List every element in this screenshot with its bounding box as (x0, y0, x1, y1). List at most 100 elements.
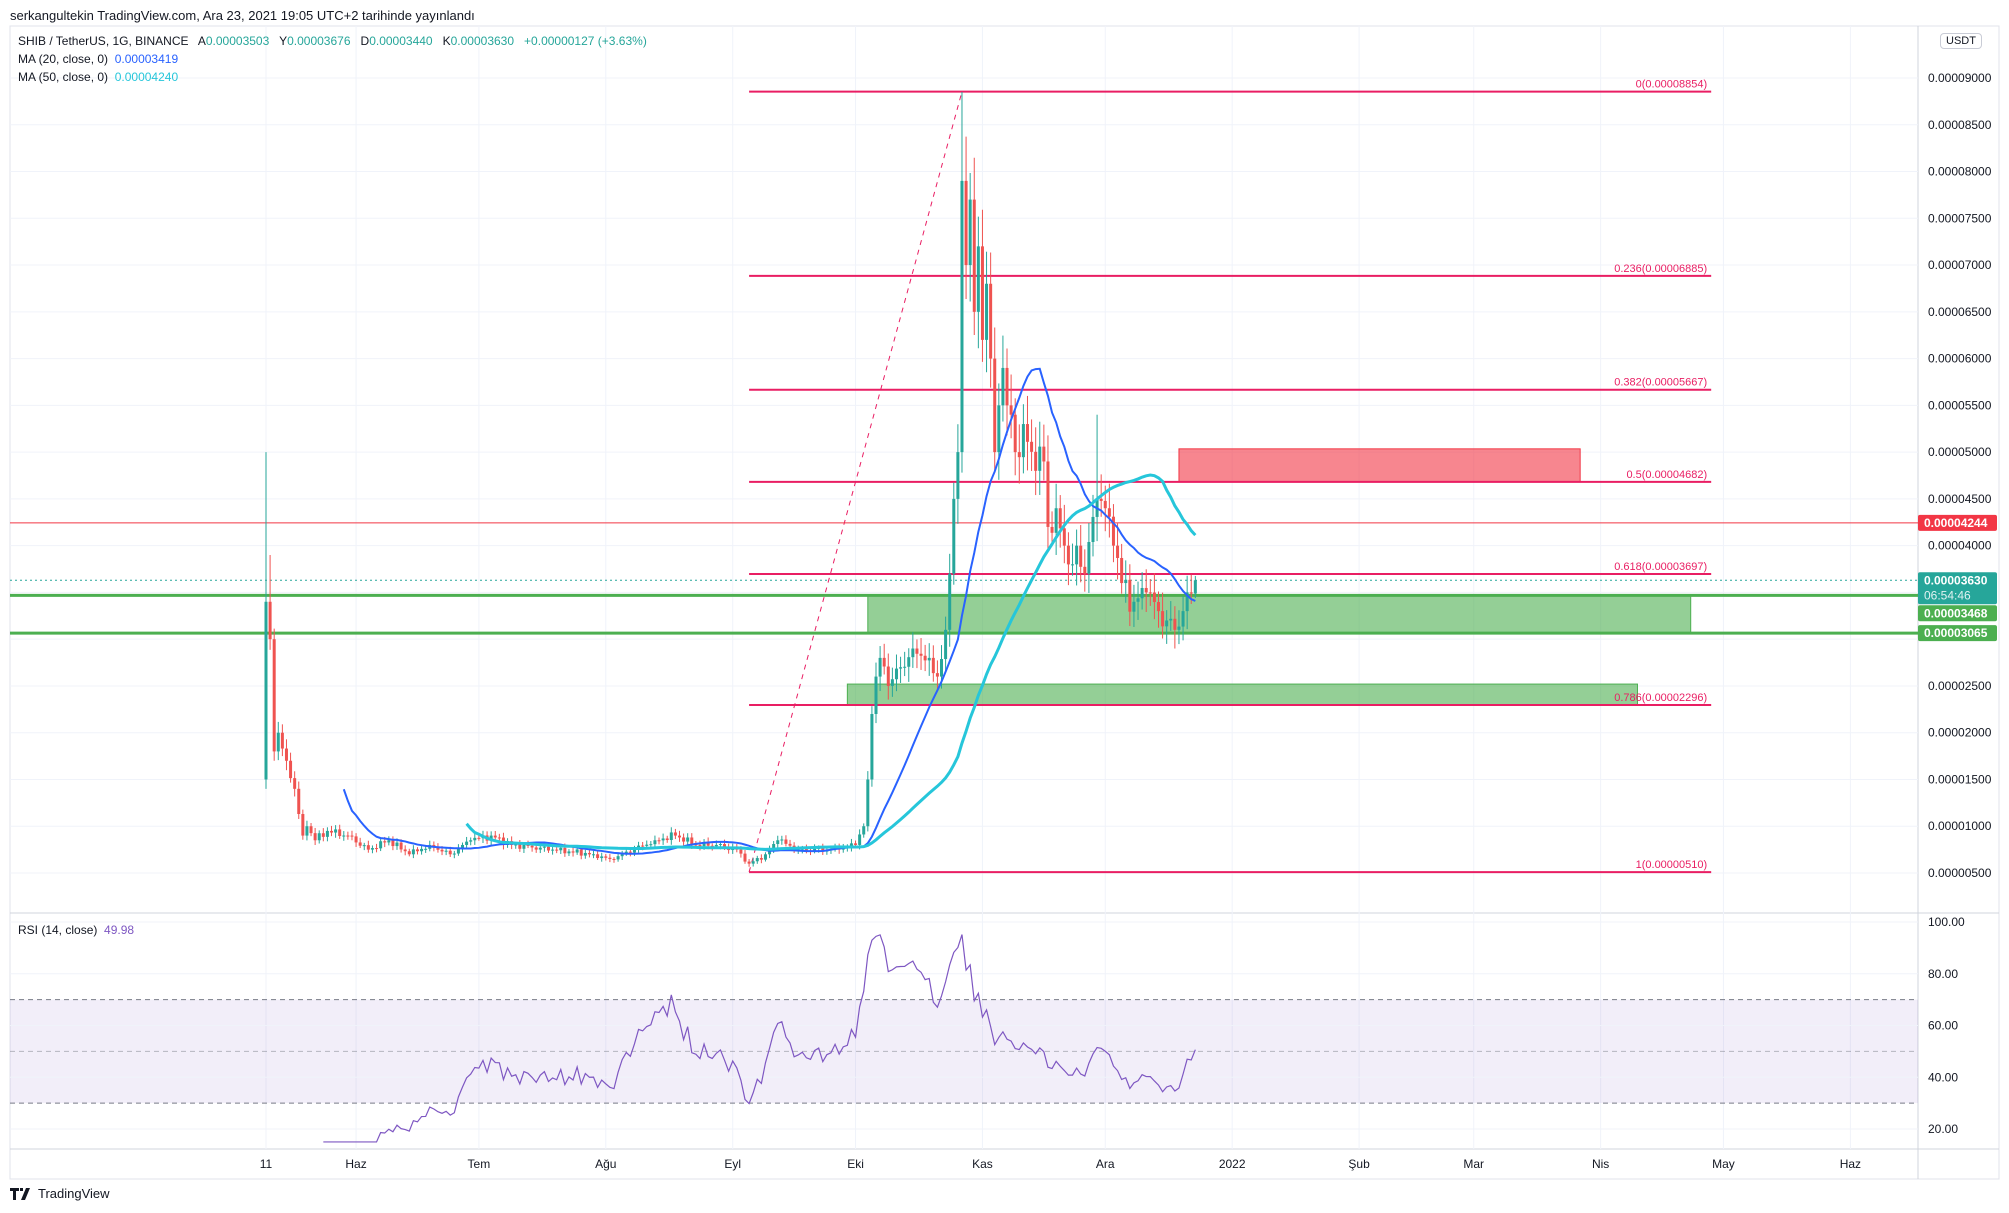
candle-body (1189, 592, 1193, 594)
candle-body (1013, 414, 1017, 453)
ma50-legend[interactable]: MA (50, close, 0) 0.00004240 (18, 70, 178, 84)
rsi-legend[interactable]: RSI (14, close) 49.98 (18, 923, 134, 937)
candle-body (1058, 508, 1062, 529)
price-zone (1178, 448, 1581, 483)
candle-body (469, 840, 473, 842)
price-zone (867, 594, 1692, 634)
symbol-label[interactable]: SHIB / TetherUS, 1G, BINANCE (18, 34, 189, 48)
candle-body (444, 850, 448, 852)
candle-body (1132, 601, 1136, 612)
candle-body (391, 840, 395, 847)
change-value: +0.00000127 (+3.63%) (524, 34, 647, 48)
candle-body (911, 648, 915, 658)
candle-body (956, 452, 960, 499)
candle-body (780, 839, 784, 841)
candle-body (338, 829, 342, 836)
candle-body (1156, 602, 1160, 612)
candle-body (755, 858, 759, 862)
candle-body (1034, 451, 1038, 471)
candle-body (571, 851, 575, 853)
candle-body (682, 837, 686, 842)
y-tick-label: 0.00006500 (1928, 305, 1992, 319)
tradingview-logo[interactable]: TradingView (10, 1186, 110, 1201)
candle-body (931, 657, 935, 674)
candle-body (628, 851, 632, 853)
candle-body (723, 844, 727, 847)
candle-body (1009, 405, 1013, 415)
candle-body (358, 842, 362, 846)
candle-body (624, 851, 628, 854)
candle-body (1148, 592, 1152, 594)
candle-body (878, 657, 882, 677)
candle-body (1152, 592, 1156, 603)
candle-body (1075, 545, 1079, 565)
candle-body (1054, 508, 1058, 533)
candle-body (592, 854, 596, 856)
candle-body (1066, 545, 1070, 565)
candle-body (813, 848, 817, 851)
candle-body (420, 848, 424, 852)
candle-body (645, 844, 649, 846)
candle-body (927, 657, 931, 661)
candle-body (313, 833, 317, 841)
candle-body (575, 849, 579, 853)
candle-body (886, 666, 890, 686)
x-tick-label: Kas (972, 1157, 993, 1171)
candle-body (563, 847, 567, 854)
x-tick-label: May (1712, 1157, 1735, 1171)
candle-body (1025, 424, 1029, 442)
candle-body (440, 849, 444, 852)
candle-body (1193, 580, 1197, 594)
candle-body (718, 844, 722, 846)
candle-body (334, 829, 338, 833)
candle-body (395, 842, 399, 847)
candle-body (1111, 516, 1115, 546)
x-tick-label: 2022 (1219, 1157, 1246, 1171)
candle-body (317, 833, 321, 841)
candle-body (882, 657, 886, 667)
candle-body (874, 676, 878, 714)
candle-body (1099, 498, 1103, 501)
candle-body (694, 844, 698, 846)
candle-body (583, 852, 587, 856)
candle-body (1005, 367, 1009, 406)
candle-body (673, 832, 677, 836)
ma20-legend[interactable]: MA (20, close, 0) 0.00003419 (18, 52, 178, 66)
candle-body (903, 666, 907, 668)
candle-body (518, 844, 522, 849)
candle-body (665, 838, 669, 841)
candle-body (747, 861, 751, 864)
candle-body (1050, 526, 1054, 533)
candle-body (632, 849, 636, 853)
x-tick-label: Haz (1840, 1157, 1861, 1171)
last-price-badge-text: 0.00003630 (1924, 573, 1988, 587)
candle-body (342, 835, 346, 837)
candle-body (669, 832, 673, 841)
candle-body (1030, 441, 1034, 452)
candle-body (686, 837, 690, 842)
x-tick-label: Mar (1463, 1157, 1484, 1171)
ma50-label: MA (50, close, 0) (18, 70, 109, 84)
candle-body (579, 849, 583, 856)
candle-body (649, 844, 653, 846)
candle-body (944, 629, 948, 660)
candle-body (759, 858, 763, 860)
candle-body (542, 846, 546, 848)
candle-body (608, 857, 612, 859)
currency-button[interactable]: USDT (1940, 33, 1982, 49)
candle-body (997, 405, 1001, 453)
y-tick-label: 0.00008500 (1928, 118, 1992, 132)
red-line-price-badge-text: 0.00004244 (1924, 516, 1988, 530)
candle-body (993, 358, 997, 453)
fib-level-label: 0.382(0.00005667) (1614, 377, 1707, 389)
last-price-badge (1918, 572, 1997, 605)
candle-body (321, 833, 325, 837)
candle-body (264, 601, 268, 780)
tradingview-logo-icon (10, 1187, 30, 1200)
candle-body (305, 826, 309, 836)
x-tick-label: Haz (345, 1157, 366, 1171)
candle-body (899, 667, 903, 669)
x-tick-label: Eyl (724, 1157, 741, 1171)
candle-body (751, 861, 755, 864)
